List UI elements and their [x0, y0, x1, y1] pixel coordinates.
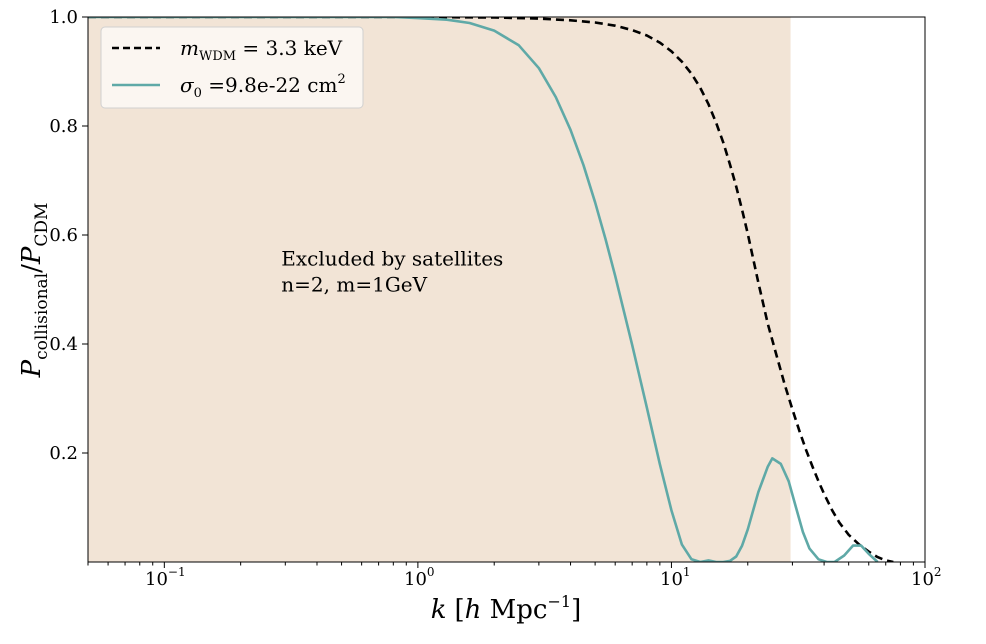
x-tick-label-10: 101 [660, 565, 691, 590]
series-line-1 [88, 17, 879, 562]
y-tick-label-0.8: 0.8 [49, 116, 78, 137]
x-axis-ticks [87, 562, 926, 568]
legend-box [100, 26, 364, 109]
x-axis-label: k [h Mpc−1] [431, 592, 582, 625]
annotation-line-0: Excluded by satellites [281, 246, 503, 270]
y-tick-label-0.6: 0.6 [49, 225, 78, 246]
legend-label-sigma: σ0 =9.8e-22 cm2 [180, 72, 346, 101]
plot-frame [87, 16, 926, 563]
y-tick-label-0.4: 0.4 [49, 334, 78, 355]
y-tick-label-0.2: 0.2 [49, 443, 78, 464]
x-tick-label-1: 100 [404, 565, 435, 590]
y-tick-label-1.0: 1.0 [49, 7, 78, 28]
x-tick-label-0.1: 10−1 [145, 565, 186, 590]
series-layer [88, 17, 894, 562]
series-line-0 [88, 17, 894, 562]
y-axis-ticks: 0.2 0.4 0.6 0.8 1.0 [49, 7, 88, 464]
y-axis-label: Pcollisional/PCDM [17, 203, 52, 379]
annotation-line-1: n=2, m=1GeV [281, 272, 427, 296]
legend-label-wdm: mWDM = 3.3 keV [180, 36, 343, 64]
x-tick-label-100: 102 [911, 565, 942, 590]
legend: mWDM = 3.3 keV σ0 =9.8e-22 cm2 [100, 26, 364, 109]
